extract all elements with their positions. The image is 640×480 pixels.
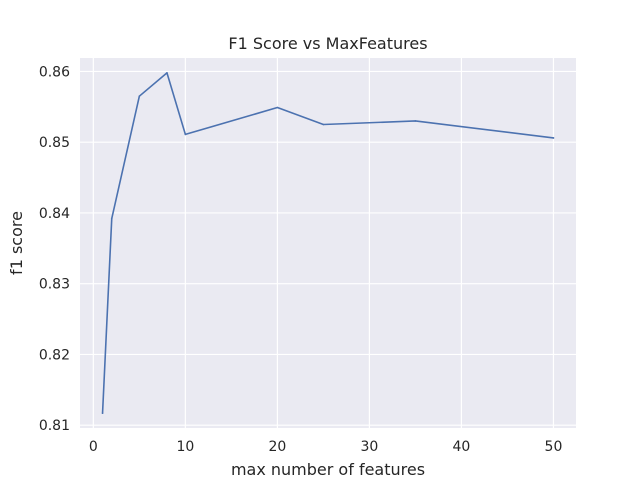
data-point [414,120,417,122]
y-gridlines [80,70,576,426]
x-tick-label: 40 [453,439,471,455]
y-tick-label: 0.83 [39,277,70,293]
x-tick-labels: 0 10 20 30 40 50 [89,439,562,455]
x-tick-label: 50 [545,439,563,455]
chart-title: F1 Score vs MaxFeatures [228,34,427,53]
data-point [322,123,325,126]
x-gridlines [92,58,555,428]
y-tick-label: 0.86 [39,64,70,80]
x-tick-label: 30 [360,439,378,455]
y-tick-labels: 0.81 0.82 0.83 0.84 0.85 0.86 [39,64,70,434]
data-point [276,106,279,109]
x-tick-label: 20 [268,439,286,455]
data-point [110,217,113,220]
data-point [184,133,187,136]
x-tick-label: 10 [176,439,194,455]
y-tick-label: 0.85 [39,135,70,151]
y-tick-label: 0.82 [39,347,70,363]
data-point [166,72,168,74]
x-tick-label: 0 [89,439,98,455]
data-point [552,137,555,139]
plot-area [80,58,576,428]
y-tick-label: 0.81 [39,418,70,434]
y-tick-label: 0.84 [39,206,70,222]
series-layer [101,72,555,414]
x-axis-label: max number of features [231,460,425,479]
data-point [138,95,141,98]
data-point [101,412,104,414]
y-axis-label: f1 score [7,211,26,275]
